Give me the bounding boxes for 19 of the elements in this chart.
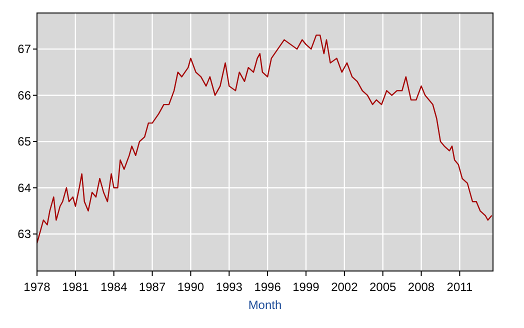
x-tick-label: 1993: [216, 280, 243, 294]
x-tick-label: 2005: [369, 280, 397, 294]
y-tick-label: 63: [18, 227, 32, 242]
x-tick-label: 1984: [100, 280, 128, 294]
line-series: [36, 34, 492, 244]
x-tick-label: 2011: [446, 280, 473, 294]
y-tick-label: 67: [18, 42, 32, 56]
y-tick-label: 64: [18, 180, 32, 195]
x-tick-label: 2008: [408, 280, 435, 294]
x-tick-label: 2002: [331, 280, 358, 294]
x-axis-title: Month: [248, 298, 282, 312]
x-tick-label: 1978: [24, 280, 51, 294]
x-tick-label: 1990: [177, 280, 204, 294]
y-tick-label: 65: [18, 134, 32, 149]
x-tick-label: 1987: [138, 280, 166, 294]
x-tick-label: 1999: [292, 280, 320, 294]
y-tick-label: 66: [18, 88, 32, 102]
x-tick-label: 1981: [62, 280, 90, 294]
x-tick-label: 1996: [254, 280, 282, 294]
